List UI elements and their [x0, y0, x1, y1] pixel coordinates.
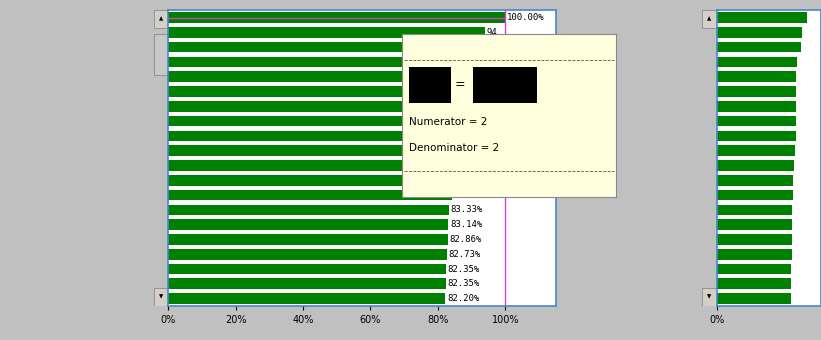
Text: 92.4: 92.4 — [481, 43, 502, 52]
Bar — [168, 12, 505, 23]
Text: 82.35%: 82.35% — [447, 265, 479, 273]
Bar — [717, 278, 791, 289]
Text: 88.54%: 88.54% — [468, 57, 501, 66]
Bar — [168, 146, 457, 156]
Text: ▼: ▼ — [158, 295, 163, 300]
Bar — [154, 34, 167, 75]
Text: 83.33%: 83.33% — [451, 205, 483, 214]
Text: 87.07%: 87.07% — [463, 132, 496, 140]
Bar — [168, 234, 447, 245]
Text: 87.50%: 87.50% — [465, 87, 497, 96]
Text: ▲: ▲ — [158, 17, 163, 21]
Bar — [717, 86, 796, 97]
Bar — [717, 190, 793, 200]
Bar — [717, 219, 792, 230]
Bar — [154, 288, 168, 306]
Text: 87.34%: 87.34% — [465, 102, 497, 111]
Text: 85.88%: 85.88% — [460, 146, 492, 155]
Text: 94: 94 — [487, 28, 498, 37]
Bar — [717, 12, 807, 23]
Bar — [717, 264, 791, 274]
Bar — [168, 219, 448, 230]
Bar — [717, 116, 796, 126]
Bar — [717, 27, 802, 38]
Text: =: = — [455, 78, 466, 91]
Bar — [168, 116, 462, 126]
Bar — [717, 57, 797, 67]
Text: 82.35%: 82.35% — [447, 279, 479, 288]
Text: Denominator = 2: Denominator = 2 — [409, 143, 499, 153]
Bar — [168, 27, 485, 38]
Text: 87.95%: 87.95% — [466, 72, 498, 81]
Bar — [409, 67, 452, 103]
Bar — [168, 175, 452, 186]
Bar — [168, 131, 461, 141]
Text: 82.20%: 82.20% — [447, 294, 479, 303]
Bar — [717, 249, 791, 259]
Bar — [168, 264, 446, 274]
Bar — [168, 101, 462, 112]
Text: 84.13%: 84.13% — [453, 191, 486, 200]
Bar — [168, 160, 456, 171]
Bar — [717, 101, 796, 112]
Bar — [717, 71, 796, 82]
Bar — [168, 57, 466, 67]
Text: ▲: ▲ — [707, 17, 712, 21]
Text: 82.86%: 82.86% — [449, 235, 481, 244]
Bar — [168, 71, 465, 82]
Bar — [717, 234, 792, 245]
Bar — [717, 131, 796, 141]
Bar — [168, 42, 479, 52]
Bar — [717, 160, 794, 171]
Text: Numerator = 2: Numerator = 2 — [409, 117, 487, 127]
Text: ▼: ▼ — [707, 295, 712, 300]
Bar — [168, 249, 447, 259]
Bar — [717, 42, 800, 52]
Bar — [168, 293, 445, 304]
Bar — [168, 190, 452, 200]
Text: 83.14%: 83.14% — [450, 220, 483, 229]
Text: 100.00%: 100.00% — [507, 13, 544, 22]
Bar — [473, 67, 537, 103]
Bar — [154, 10, 168, 28]
Bar — [717, 175, 793, 186]
Bar — [702, 288, 717, 306]
Text: 87.14%: 87.14% — [464, 117, 496, 125]
Bar — [168, 205, 449, 215]
Bar — [168, 278, 446, 289]
Bar — [717, 293, 791, 304]
Bar — [168, 86, 463, 97]
Bar — [717, 205, 792, 215]
Text: 82.73%: 82.73% — [449, 250, 481, 259]
Text: 85.26%: 85.26% — [457, 161, 489, 170]
Bar — [702, 10, 717, 28]
Text: 84.29%: 84.29% — [454, 176, 486, 185]
Bar — [717, 146, 795, 156]
